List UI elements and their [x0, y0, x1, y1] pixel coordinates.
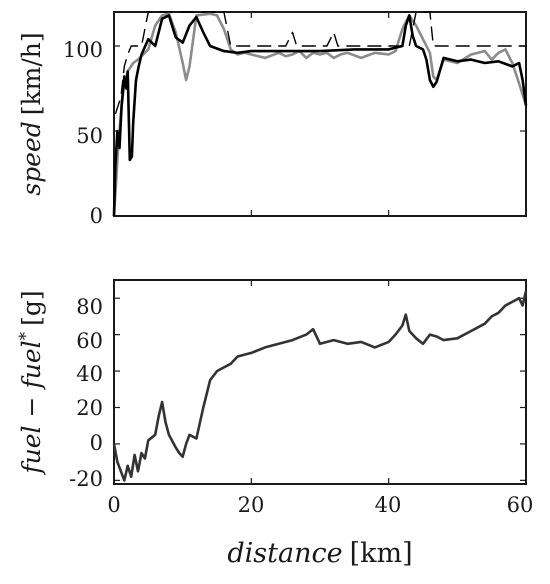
fuel-ylabel-unit: [g] — [17, 290, 46, 326]
speed-ylabel-unit: [km/h] — [17, 32, 46, 115]
speed-series-line-0 — [112, 12, 528, 217]
fuel-ylabel-minus: − — [17, 397, 46, 418]
fuel-xtick-20: 20 — [238, 493, 265, 517]
speed-panel: 0 50 100 speed [km/h] — [17, 11, 528, 228]
fuel-panel: -20 0 20 40 60 80 0 20 40 60 fuel−fuel*[… — [16, 279, 534, 569]
fuel-ytick-80: 80 — [76, 295, 103, 319]
fuel-xtick-60: 60 — [507, 493, 534, 517]
fuel-series — [112, 290, 528, 482]
speed-series — [112, 11, 528, 217]
speed-series-line-1 — [114, 11, 526, 115]
fuel-xtick-40: 40 — [375, 493, 402, 517]
speed-plot-frame — [113, 11, 527, 217]
speed-ylabel-var: speed — [17, 121, 46, 195]
fuel-ytick-40: 40 — [76, 362, 103, 386]
fuel-ylabel-var1: fuel — [17, 425, 46, 475]
fuel-ylabel: fuel−fuel*[g] — [16, 290, 46, 475]
fuel-ylabel-star: * — [16, 331, 36, 340]
fuel-xlabel-var: distance — [227, 538, 342, 569]
fuel-xtick-0: 0 — [107, 493, 120, 517]
fuel-ytick-0: 0 — [90, 431, 103, 455]
fuel-series-line-0 — [112, 290, 528, 482]
speed-ticks — [113, 12, 527, 217]
speed-ytick-100: 100 — [63, 38, 103, 62]
fuel-plot-frame — [113, 279, 527, 485]
fuel-ytick-20: 20 — [76, 396, 103, 420]
speed-series-line-2 — [112, 14, 528, 217]
fuel-ticks — [113, 280, 527, 484]
fuel-xlabel: distance [km] — [227, 538, 412, 569]
fuel-ylabel-var2: fuel — [17, 340, 46, 390]
fuel-ytick-m20: -20 — [69, 467, 103, 491]
speed-ytick-50: 50 — [76, 124, 103, 148]
fuel-ytick-60: 60 — [76, 329, 103, 353]
fuel-xlabel-unit: [km] — [350, 538, 413, 569]
speed-ylabel: speed [km/h] — [17, 32, 46, 195]
speed-ytick-0: 0 — [90, 204, 103, 228]
